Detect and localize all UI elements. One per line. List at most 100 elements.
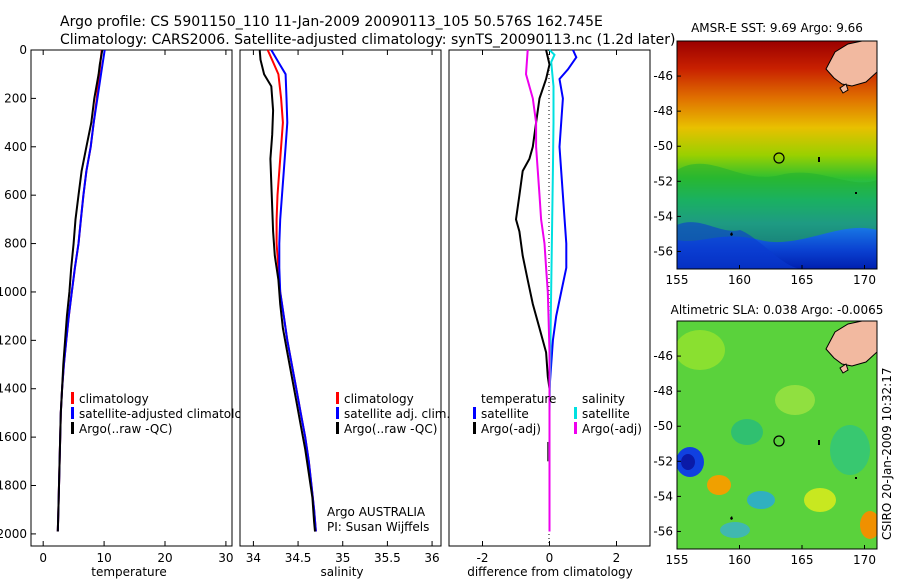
legend-label-temp-argo: Argo(-adj)	[481, 422, 541, 436]
series-line-argo-adj	[514, 49, 551, 532]
header-line-2: Climatology: CARS2006. Satellite-adjuste…	[60, 32, 675, 48]
series-line-satellite	[548, 49, 578, 532]
sla-anomaly-i	[860, 511, 877, 539]
salinity-legend: climatology satellite adj. clim. Argo(..…	[336, 392, 450, 436]
temperature-series	[56, 49, 106, 532]
land-island-small	[839, 83, 849, 94]
sla-argo-location-marker	[773, 435, 785, 447]
legend-swatch-sal-satellite	[574, 407, 577, 419]
x-tick-label: 35	[335, 551, 350, 565]
legend-label-temp-satellite: satellite	[481, 407, 529, 421]
x-tick-label: 34.5	[285, 551, 312, 565]
x-tick-label: 0	[546, 551, 554, 565]
land-island-small	[839, 363, 849, 374]
x-tick-label: 20	[157, 551, 172, 565]
y-tick-label: 1400	[0, 382, 27, 396]
legend-label-argo: Argo(..raw -QC)	[79, 422, 172, 436]
sst-map-title: AMSR-E SST: 9.69 Argo: 9.66	[691, 21, 863, 35]
map-x-tick-label: 165	[791, 553, 814, 567]
legend-swatch-argo	[336, 422, 339, 434]
sla-map-title: Altimetric SLA: 0.038 Argo: -0.0065	[671, 303, 884, 317]
csiro-timestamp-credit: CSIRO 20-Jan-2009 10:32:17	[880, 368, 894, 540]
difference-profile-panel: -2 0 2 difference from climatology tempera…	[448, 49, 651, 579]
sst-map-panel: AMSR-E SST: 9.69 Argo: 9.66 155 160 165 170…	[653, 21, 878, 287]
difference-series	[514, 49, 578, 532]
legend-swatch-sal-argo	[574, 422, 577, 434]
sst-island-dot-3	[730, 232, 733, 236]
y-tick-label: 600	[4, 188, 27, 202]
sst-argo-location-marker	[773, 152, 785, 164]
legend-header-salinity: salinity	[582, 392, 625, 406]
legend-swatch-argo	[71, 422, 74, 434]
sla-island-dot	[818, 440, 820, 445]
temperature-x-axis: 0 10 20 30	[39, 50, 234, 565]
legend-label-sal-argo: Argo(-adj)	[582, 422, 642, 436]
legend-label-argo: Argo(..raw -QC)	[344, 422, 437, 436]
sla-island-dot-3	[730, 516, 733, 520]
y-tick-label: 0	[19, 43, 27, 57]
map-x-tick-label: 170	[853, 553, 876, 567]
map-x-tick-label: 160	[728, 273, 751, 287]
map-y-tick-label: -52	[653, 174, 673, 188]
argo-australia-credit: Argo AUSTRALIA	[327, 505, 426, 519]
x-tick-label: 36	[424, 551, 439, 565]
map-y-tick-label: -52	[653, 454, 673, 468]
sst-band-blue	[677, 222, 800, 269]
map-x-tick-label: 155	[666, 273, 689, 287]
sla-anomaly-a	[677, 330, 725, 370]
y-tick-label: 1800	[0, 479, 27, 493]
salinity-profile-panel: 34 34.5 35 35.5 36 salinity climatology sate…	[239, 49, 450, 579]
y-tick-label: 400	[4, 140, 27, 154]
depth-axis: 0 200 400 600 800 1000 1200 1400 1600 1800 2000	[0, 43, 36, 541]
legend-header-temperature: temperature	[481, 392, 556, 406]
map-x-tick-label: 170	[853, 273, 876, 287]
map-y-tick-label: -56	[653, 524, 673, 538]
sla-anomaly-h	[804, 488, 836, 512]
y-tick-label: 1200	[0, 333, 27, 347]
header-line-1: Argo profile: CS 5901150_110 11-Jan-2009…	[60, 14, 603, 30]
sla-anomaly-d	[830, 425, 870, 475]
legend-swatch-temp-argo	[473, 422, 476, 434]
sst-map-frame	[676, 40, 878, 270]
x-tick-label: 34	[246, 551, 261, 565]
x-tick-label: 30	[218, 551, 233, 565]
series-line-argo-raw-qc	[258, 49, 316, 532]
x-tick-label: 35.5	[374, 551, 401, 565]
salinity-x-axis: 34 34.5 35 35.5 36	[246, 50, 440, 565]
map-y-tick-label: -50	[653, 139, 673, 153]
difference-x-axis: -2 0 2	[477, 50, 620, 565]
sla-anomaly-b	[775, 385, 815, 415]
map-y-tick-label: -46	[653, 69, 673, 83]
x-tick-label: 10	[96, 551, 111, 565]
x-tick-label: 0	[39, 551, 47, 565]
series-line-argo-adj	[524, 49, 551, 532]
map-x-tick-label: 155	[666, 553, 689, 567]
map-y-tick-label: -54	[653, 209, 673, 223]
map-y-tick-label: -54	[653, 489, 673, 503]
legend-swatch-satellite-adj	[336, 407, 339, 419]
legend-swatch-climatology	[71, 392, 74, 404]
map-x-tick-label: 160	[728, 553, 751, 567]
map-y-tick-label: -50	[653, 419, 673, 433]
temperature-legend: climatology satellite-adjusted climatolo…	[71, 392, 257, 436]
land-new-zealand	[825, 41, 877, 87]
sla-island-dot-2	[855, 477, 857, 479]
pi-credit: PI: Susan Wijffels	[327, 520, 429, 534]
sla-anomaly-g	[747, 491, 775, 509]
legend-label-climatology: climatology	[344, 392, 414, 406]
map-y-tick-label: -56	[653, 244, 673, 258]
y-tick-label: 2000	[0, 527, 27, 541]
series-line-argo-raw-qc	[56, 49, 104, 532]
sla-map-axes: 155 160 165 170 -46 -48 -50 -52 -54 -56	[653, 349, 876, 567]
legend-swatch-climatology	[336, 392, 339, 404]
sla-anomaly-f	[707, 475, 731, 495]
sst-band-green	[677, 163, 877, 243]
temperature-plot-frame	[30, 49, 233, 547]
legend-label-satellite-adj: satellite adj. clim.	[344, 407, 450, 421]
map-y-tick-label: -46	[653, 349, 673, 363]
sst-island-dot-2	[855, 192, 857, 194]
y-tick-label: 200	[4, 91, 27, 105]
x-tick-label: -2	[477, 551, 489, 565]
difference-legend: temperature satellite Argo(-adj) salinit…	[473, 392, 642, 436]
